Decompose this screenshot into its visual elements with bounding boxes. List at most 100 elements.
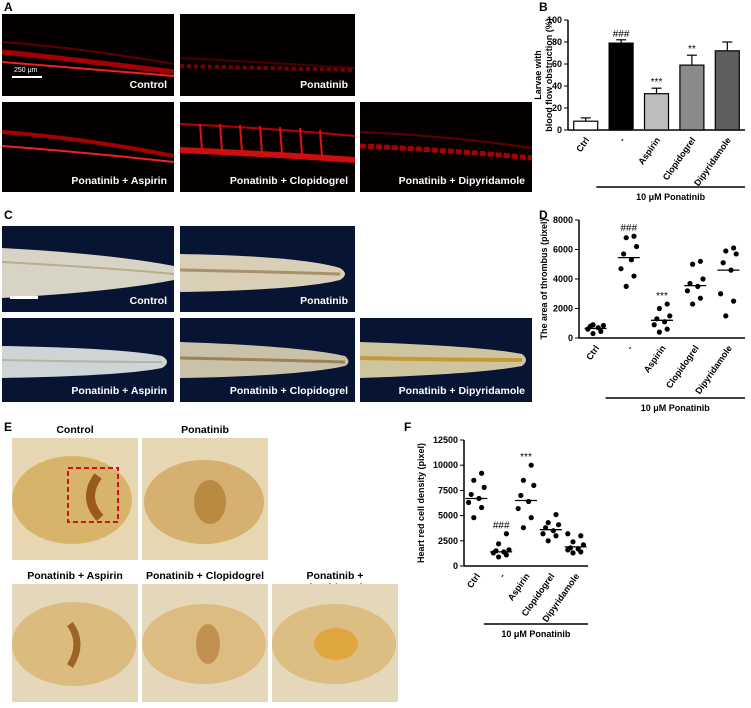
caption: Ponatinib + Aspirin: [71, 175, 167, 187]
data-point: [723, 313, 729, 319]
data-point: [580, 542, 586, 548]
caption: Ponatinib: [300, 79, 348, 91]
data-point: [575, 546, 581, 552]
image-c-clopidogrel: Ponatinib + Clopidogrel: [180, 318, 355, 402]
data-point: [656, 329, 662, 335]
image-a-control: 250 μm Control: [2, 14, 174, 96]
y-tick-label: 10000: [433, 460, 458, 470]
y-axis-label: Larvae withblood flow obstruction (%): [533, 18, 554, 131]
data-point: [664, 301, 670, 307]
heart-graphic: [142, 584, 268, 702]
y-tick-label: 6000: [553, 245, 573, 255]
data-point: [733, 251, 739, 257]
panel-label-d: D: [539, 208, 548, 222]
data-point: [567, 545, 573, 551]
y-tick-label: 2000: [553, 304, 573, 314]
y-tick-label: 20: [552, 103, 562, 113]
data-point: [565, 531, 571, 537]
caption: Ponatinib + Clopidogrel: [229, 175, 348, 187]
data-point: [700, 276, 706, 282]
image-a-dipyridamole: Ponatinib + Dipyridamole: [360, 102, 532, 192]
y-tick-label: 12500: [433, 435, 458, 445]
fluor-vessel-graphic: [180, 123, 355, 163]
x-tick-label: Ctrl: [584, 343, 601, 361]
image-e-clopidogrel: [142, 584, 268, 702]
data-point: [731, 298, 737, 304]
data-point: [570, 550, 576, 556]
tail-graphic: [180, 342, 349, 378]
significance-marker: ###: [493, 521, 510, 532]
data-point: [496, 554, 502, 560]
significance-marker: ###: [620, 223, 637, 234]
chart-d: 0 2000 4000 6000 8000 ### *** Ctrl - AspirinClopi…: [539, 215, 745, 413]
bar: [643, 93, 670, 131]
caption: Ponatinib + Clopidogrel: [229, 385, 348, 397]
y-tick-label: 40: [552, 81, 562, 91]
data-point: [634, 243, 640, 250]
data-point: [723, 248, 729, 254]
data-point: [553, 533, 559, 539]
data-point: [471, 515, 477, 521]
data-point: [543, 525, 549, 531]
significance-marker: ###: [613, 29, 630, 40]
group-label: 10 μM Ponatinib: [501, 629, 571, 639]
data-point: [481, 484, 487, 490]
data-point: [690, 261, 696, 267]
data-point: [697, 258, 703, 264]
caption-e-control: Control: [56, 424, 94, 436]
y-axis-label: The area of thrombus (pixel): [539, 218, 549, 339]
data-point: [506, 547, 512, 553]
fluor-vessel-graphic: [180, 57, 355, 72]
data-point: [621, 251, 627, 257]
image-e-aspirin: [12, 584, 138, 702]
image-c-aspirin: Ponatinib + Aspirin: [2, 318, 174, 402]
data-point: [590, 322, 596, 328]
data-point: [515, 505, 521, 512]
data-point: [578, 533, 584, 539]
tail-graphic: [360, 342, 526, 378]
data-point: [471, 477, 477, 483]
x-tick-label: Aspirin: [506, 571, 532, 602]
x-tick-label: Dipyridamole: [692, 135, 733, 187]
data-point: [520, 477, 526, 483]
data-point: [651, 322, 657, 328]
data-point: [526, 498, 532, 505]
caption-e-aspirin: Ponatinib + Aspirin: [27, 570, 123, 582]
data-point: [718, 291, 724, 297]
y-tick-label: 4000: [553, 274, 573, 284]
data-point: [528, 515, 534, 521]
data-point: [496, 541, 502, 547]
data-point: [570, 539, 576, 545]
data-point: [690, 301, 696, 307]
y-tick-label: 0: [557, 125, 562, 135]
tail-graphic: [180, 254, 345, 292]
data-point: [667, 313, 673, 319]
y-tick-label: 0: [568, 333, 573, 343]
data-point: [631, 273, 637, 279]
y-axis-label: Heart red cell density (pixel): [416, 443, 426, 563]
data-point: [598, 328, 604, 334]
y-tick-label: 8000: [553, 215, 573, 225]
panel-label-a: A: [4, 0, 13, 14]
image-e-control: [12, 438, 138, 560]
image-e-ponatinib: [142, 438, 268, 560]
data-point: [595, 325, 601, 331]
data-point: [664, 326, 670, 332]
y-tick-label: 7500: [438, 485, 458, 495]
data-point: [720, 260, 726, 266]
scale-bar: [12, 76, 42, 78]
data-point: [468, 491, 474, 498]
data-point: [545, 520, 551, 526]
image-c-ponatinib: Ponatinib: [180, 226, 355, 312]
scale-bar: [10, 296, 38, 299]
heart-graphic: [272, 584, 398, 702]
data-point: [623, 235, 629, 241]
data-point: [550, 528, 556, 534]
panel-label-e: E: [4, 420, 13, 434]
data-point: [697, 295, 703, 301]
chart-f: 0 2500 5000 7500 10000 12500 ### *** Ctrl -Aspiri…: [416, 435, 588, 639]
y-tick-label: 0: [453, 561, 458, 571]
x-tick-label: -: [497, 571, 507, 579]
group-label: 10 μM Ponatinib: [636, 192, 706, 202]
bar: [573, 120, 599, 131]
